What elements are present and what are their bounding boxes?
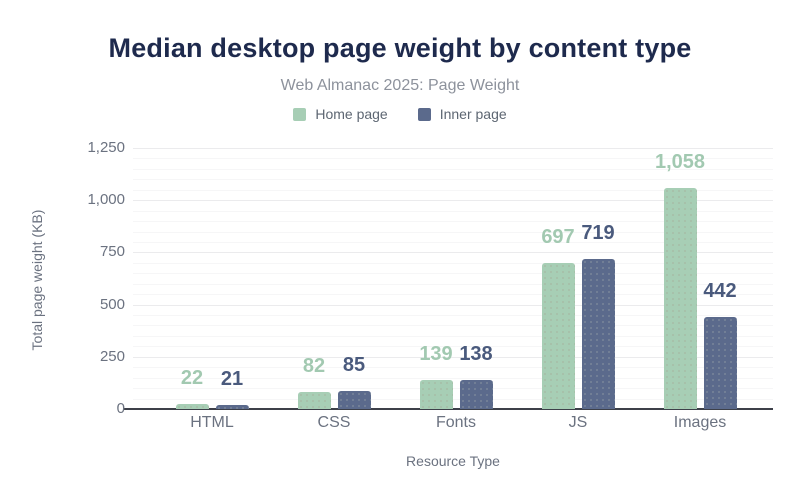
legend-item-home-page: Home page [293, 106, 388, 122]
x-tick-label-fonts: Fonts [435, 414, 476, 431]
bar-js-home-page [541, 263, 575, 409]
bar-fonts-home-page [419, 379, 453, 409]
y-tick-label: 250 [99, 347, 125, 365]
bar-html-inner-page [215, 404, 249, 409]
value-label-css-inner-page: 85 [342, 354, 366, 377]
minor-gridline [133, 158, 773, 160]
minor-gridline [133, 294, 773, 296]
value-label-js-inner-page: 719 [581, 221, 615, 244]
bar-html-home-page [175, 404, 209, 409]
bar-css-inner-page [337, 391, 371, 409]
y-tick-label: 1,000 [87, 191, 125, 209]
value-label-css-home-page: 82 [302, 354, 326, 377]
major-gridline [133, 356, 773, 358]
chart-title: Median desktop page weight by content ty… [108, 33, 692, 63]
minor-gridline [133, 325, 773, 327]
y-tick-label: 750 [99, 243, 125, 261]
minor-gridline [133, 388, 773, 390]
x-tick-label-images: Images [673, 414, 727, 431]
minor-gridline [133, 346, 773, 348]
minor-gridline [133, 168, 773, 170]
minor-gridline [133, 189, 773, 191]
minor-gridline [133, 367, 773, 369]
value-label-images-home-page: 1,058 [654, 151, 706, 174]
x-axis-line [123, 408, 773, 410]
value-label-html-home-page: 22 [180, 367, 204, 390]
legend-label: Inner page [439, 106, 507, 122]
y-tick-label: 0 [116, 400, 125, 417]
minor-gridline [133, 315, 773, 317]
minor-gridline [133, 398, 773, 400]
minor-gridline [133, 241, 773, 243]
minor-gridline [133, 221, 773, 223]
bar-images-home-page [663, 188, 697, 409]
value-label-fonts-inner-page: 138 [459, 343, 493, 366]
minor-gridline [133, 262, 773, 264]
value-label-js-home-page: 697 [541, 226, 575, 249]
minor-gridline [133, 231, 773, 233]
y-tick-label: 500 [99, 295, 125, 313]
bar-fonts-inner-page [459, 380, 493, 409]
legend-item-inner-page: Inner page [417, 106, 507, 122]
x-tick-label-html: HTML [190, 414, 234, 431]
minor-gridline [133, 273, 773, 275]
x-axis-title: Resource Type [406, 453, 500, 469]
bar-js-inner-page [581, 258, 615, 409]
y-axis-title: Total page weight (KB) [29, 209, 45, 351]
minor-gridline [133, 283, 773, 285]
minor-gridline [133, 377, 773, 379]
legend-label: Home page [315, 106, 388, 122]
major-gridline [133, 148, 773, 149]
major-gridline [133, 304, 773, 306]
y-tick-label: 1,250 [87, 139, 125, 156]
major-gridline [133, 252, 773, 254]
chart-subtitle: Web Almanac 2025: Page Weight [280, 77, 520, 94]
major-gridline [133, 200, 773, 202]
x-tick-label-css: CSS [317, 414, 351, 431]
chart-legend: Home page Inner page [0, 106, 800, 122]
value-label-fonts-home-page: 139 [419, 342, 453, 365]
value-label-html-inner-page: 21 [220, 367, 244, 390]
bar-css-home-page [297, 391, 331, 409]
x-tick-label-js: JS [568, 414, 588, 431]
legend-swatch-icon [293, 107, 307, 121]
minor-gridline [133, 179, 773, 181]
minor-gridline [133, 210, 773, 212]
minor-gridline [133, 335, 773, 337]
plot-area: 22 21 82 85 139 138 697 719 1,058 442 [123, 148, 773, 410]
bar-images-inner-page [703, 316, 737, 409]
value-label-images-inner-page: 442 [703, 279, 737, 302]
legend-swatch-icon [417, 107, 431, 121]
